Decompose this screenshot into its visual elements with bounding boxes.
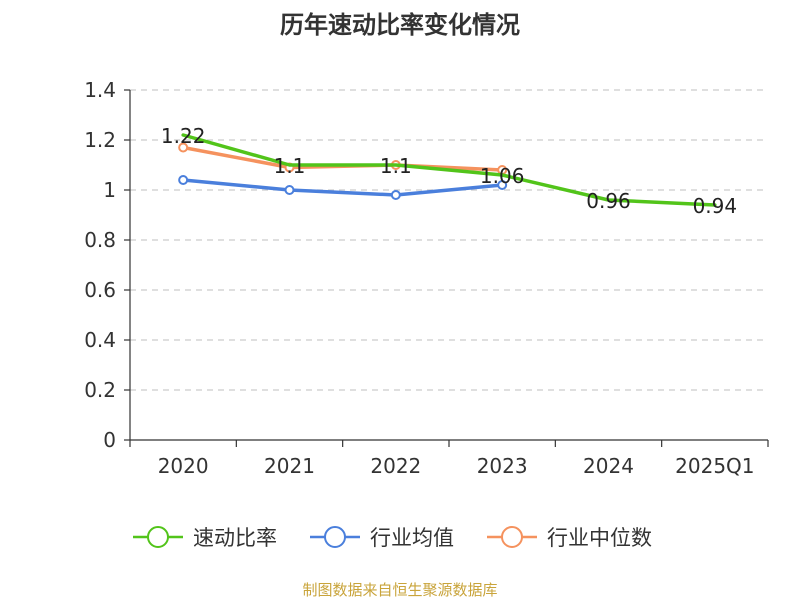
legend-label: 速动比率	[193, 526, 277, 550]
legend-item-1[interactable]: 行业均值	[310, 526, 454, 550]
legend-item-2[interactable]: 行业中位数	[487, 526, 652, 550]
y-tick-label: 0.6	[84, 278, 116, 302]
legend-label: 行业中位数	[547, 526, 652, 550]
legend-marker	[324, 526, 346, 548]
source-note: 制图数据来自恒生聚源数据库	[302, 581, 497, 599]
legend-item-0[interactable]: 速动比率	[133, 526, 277, 550]
chart-title: 历年速动比率变化情况	[280, 11, 520, 39]
data-label: 1.1	[380, 154, 412, 178]
grid-lines	[130, 89, 768, 391]
x-tick-label: 2022	[370, 454, 421, 478]
y-tick-label: 1.4	[84, 78, 116, 102]
series-line-0	[181, 133, 717, 207]
series-point	[497, 180, 508, 190]
y-tick-label: 0.8	[84, 228, 116, 252]
legend-marker	[147, 526, 169, 548]
x-tick-label: 2024	[583, 454, 634, 478]
legend-label: 行业均值	[370, 526, 454, 550]
x-tick-label: 2020	[158, 454, 209, 478]
x-tick-label: 2023	[477, 454, 528, 478]
series-point	[390, 190, 401, 200]
data-label: 1.1	[274, 154, 306, 178]
y-tick-label: 0.2	[84, 378, 116, 402]
x-tick-label: 2025Q1	[675, 454, 754, 478]
y-tick-label: 0.4	[84, 328, 116, 352]
data-label: 0.94	[693, 194, 738, 218]
series-lines	[178, 133, 717, 207]
y-tick-label: 1	[103, 178, 116, 202]
data-label: 1.06	[480, 164, 525, 188]
data-label: 1.22	[161, 124, 206, 148]
series-point	[178, 175, 189, 185]
series-point	[178, 142, 189, 153]
y-tick-label: 1.2	[84, 128, 116, 152]
series-point	[284, 185, 295, 195]
y-tick-label: 0	[103, 428, 116, 452]
legend-marker	[501, 526, 523, 548]
data-labels: 1.22 1.1 1.1 1.06 0.96 0.94	[161, 124, 737, 218]
x-tick-label: 2021	[264, 454, 315, 478]
axes: 0 0.2 0.4 0.6 0.8 1 1.2 1.4 2020 2021 2022 2023 2024…	[84, 78, 769, 478]
legend: 速动比率 行业均值 行业中位数	[133, 526, 652, 550]
series-line-1	[181, 178, 504, 197]
data-label: 0.96	[586, 189, 631, 213]
